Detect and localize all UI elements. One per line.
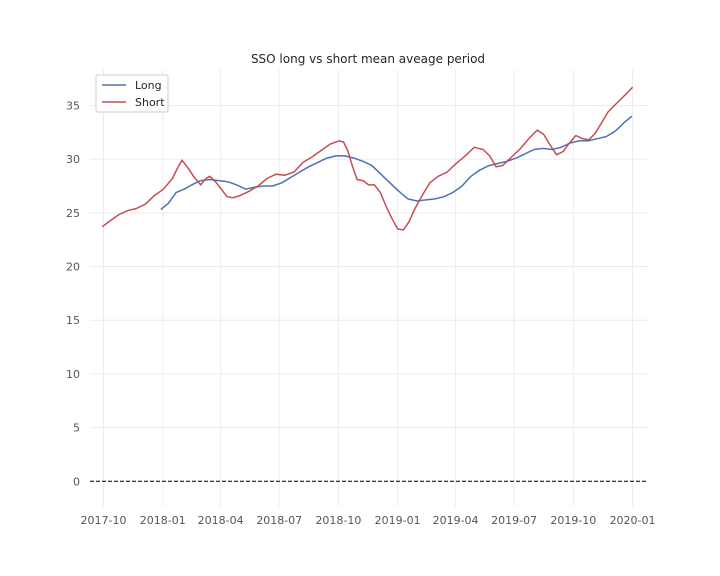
y-tick-label: 35 [66,99,80,112]
grid [90,70,648,506]
y-tick-label: 15 [66,314,80,327]
x-tick-label: 2019-04 [433,514,479,527]
y-tick-label: 5 [73,422,80,435]
x-tick-label: 2019-10 [550,514,596,527]
x-tick-label: 2017-10 [81,514,127,527]
x-tick-label: 2018-10 [315,514,361,527]
legend-label: Long [135,79,162,92]
x-tick-label: 2018-01 [140,514,186,527]
legend-label: Short [135,96,165,109]
series-line-long [160,115,633,211]
y-tick-label: 20 [66,261,80,274]
x-tick-label: 2018-07 [256,514,302,527]
x-tick-label: 2018-04 [198,514,244,527]
x-axis-ticks: 2017-10 2018-01 2018-04 2018-07 2018-10 2019-… [81,514,656,527]
y-tick-label: 0 [73,475,80,488]
series-lines [101,86,634,231]
series-line-short [101,86,634,231]
y-tick-label: 25 [66,207,80,220]
y-axis-ticks: 0 5 10 15 20 25 30 35 [66,99,80,488]
x-tick-label: 2020-01 [610,514,656,527]
x-tick-label: 2019-07 [491,514,537,527]
legend: Long Short [95,74,169,113]
y-tick-label: 30 [66,153,80,166]
y-tick-label: 10 [66,368,80,381]
chart-title: SSO long vs short mean aveage period [251,52,485,66]
x-tick-label: 2019-01 [375,514,421,527]
